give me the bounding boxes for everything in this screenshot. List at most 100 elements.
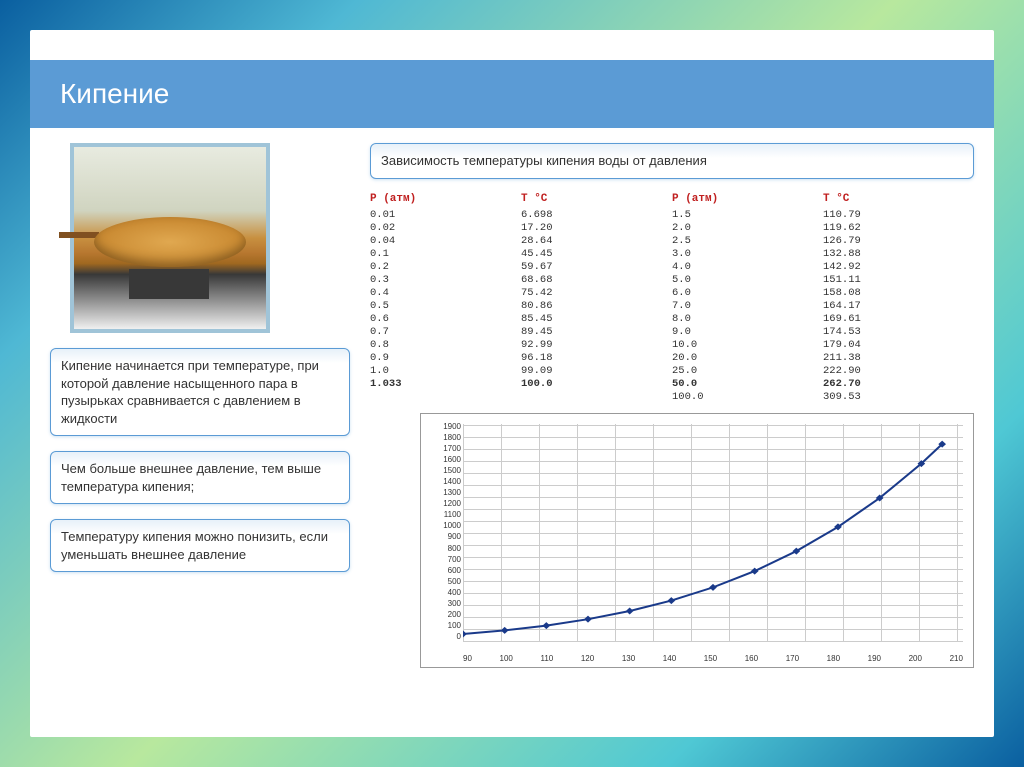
- y-tick: 1700: [423, 444, 461, 453]
- x-tick: 170: [786, 654, 799, 663]
- table-cell: 7.0: [672, 300, 823, 312]
- col-header: Р (атм): [672, 193, 823, 205]
- table-cell: 142.92: [823, 261, 974, 273]
- y-tick: 1900: [423, 422, 461, 431]
- x-tick: 90: [463, 654, 472, 663]
- table-cell: 262.70: [823, 378, 974, 390]
- y-tick: 1200: [423, 499, 461, 508]
- x-tick: 130: [622, 654, 635, 663]
- x-axis: 90100110120130140150160170180190200210: [463, 654, 963, 663]
- table-cell: 169.61: [823, 313, 974, 325]
- table-cell: 45.45: [521, 248, 672, 260]
- y-tick: 200: [423, 610, 461, 619]
- table-cell: 0.3: [370, 274, 521, 286]
- y-tick: 1600: [423, 455, 461, 464]
- table-cell: 28.64: [521, 235, 672, 247]
- table-cell: 96.18: [521, 352, 672, 364]
- table-cell: 0.02: [370, 222, 521, 234]
- table-cell: 50.0: [672, 378, 823, 390]
- y-tick: 300: [423, 599, 461, 608]
- table-cell: 0.4: [370, 287, 521, 299]
- table-cell: 68.68: [521, 274, 672, 286]
- slide-card: Кипение Кипение начинается при температу…: [30, 30, 994, 737]
- table-cell: 126.79: [823, 235, 974, 247]
- x-tick: 140: [663, 654, 676, 663]
- table-cell: 6.0: [672, 287, 823, 299]
- col-header: Т °С: [823, 193, 974, 205]
- content-grid: Кипение начинается при температуре, при …: [30, 128, 994, 683]
- table-cell: 0.01: [370, 209, 521, 221]
- y-tick: 400: [423, 588, 461, 597]
- table-cell: 80.86: [521, 300, 672, 312]
- slide-title: Кипение: [30, 60, 994, 128]
- table-cell: 164.17: [823, 300, 974, 312]
- x-tick: 100: [500, 654, 513, 663]
- pan-handle-icon: [59, 232, 99, 238]
- table-cell: 100.0: [672, 391, 823, 403]
- y-tick: 1500: [423, 466, 461, 475]
- table-cell: 174.53: [823, 326, 974, 338]
- table-cell: [521, 391, 672, 403]
- col-header: Т °С: [521, 193, 672, 205]
- y-tick: 800: [423, 544, 461, 553]
- y-tick: 100: [423, 621, 461, 630]
- table-cell: 5.0: [672, 274, 823, 286]
- info-box-2: Чем больше внешнее давление, тем выше те…: [50, 451, 350, 504]
- info-box-3: Температуру кипения можно понизить, если…: [50, 519, 350, 572]
- x-tick: 110: [540, 654, 553, 663]
- left-column: Кипение начинается при температуре, при …: [50, 143, 350, 668]
- table-cell: 0.9: [370, 352, 521, 364]
- y-tick: 1100: [423, 510, 461, 519]
- table-cell: 0.7: [370, 326, 521, 338]
- table-cell: 9.0: [672, 326, 823, 338]
- x-tick: 160: [745, 654, 758, 663]
- y-tick: 500: [423, 577, 461, 586]
- table-cell: 89.45: [521, 326, 672, 338]
- y-tick: 700: [423, 555, 461, 564]
- table-cell: 1.5: [672, 209, 823, 221]
- y-tick: 0: [423, 632, 461, 641]
- table-cell: 99.09: [521, 365, 672, 377]
- table-cell: 75.42: [521, 287, 672, 299]
- table-cell: 2.5: [672, 235, 823, 247]
- table-cell: 158.08: [823, 287, 974, 299]
- info-box-1: Кипение начинается при температуре, при …: [50, 348, 350, 436]
- pressure-table: Р (атм) Т °С Р (атм) Т °С 0.016.6981.511…: [370, 189, 974, 403]
- table-cell: 0.8: [370, 339, 521, 351]
- table-cell: 20.0: [672, 352, 823, 364]
- table-cell: 211.38: [823, 352, 974, 364]
- table-cell: 222.90: [823, 365, 974, 377]
- x-tick: 190: [868, 654, 881, 663]
- table-cell: 17.20: [521, 222, 672, 234]
- table-cell: 4.0: [672, 261, 823, 273]
- table-cell: 151.11: [823, 274, 974, 286]
- table-cell: 8.0: [672, 313, 823, 325]
- table-cell: 132.88: [823, 248, 974, 260]
- table-cell: 1.0: [370, 365, 521, 377]
- pressure-chart: 1900180017001600150014001300120011001000…: [420, 413, 974, 668]
- y-axis: 1900180017001600150014001300120011001000…: [423, 422, 461, 642]
- table-cell: 119.62: [823, 222, 974, 234]
- table-body: 0.016.6981.5110.790.0217.202.0119.620.04…: [370, 209, 974, 403]
- table-cell: 85.45: [521, 313, 672, 325]
- table-cell: 2.0: [672, 222, 823, 234]
- table-cell: 0.6: [370, 313, 521, 325]
- x-tick: 150: [704, 654, 717, 663]
- table-cell: 100.0: [521, 378, 672, 390]
- y-tick: 900: [423, 532, 461, 541]
- table-header-row: Р (атм) Т °С Р (атм) Т °С: [370, 189, 974, 209]
- table-cell: 309.53: [823, 391, 974, 403]
- caption-box: Зависимость температуры кипения воды от …: [370, 143, 974, 179]
- pan-icon: [94, 217, 246, 267]
- y-tick: 1800: [423, 433, 461, 442]
- table-cell: 110.79: [823, 209, 974, 221]
- table-cell: 92.99: [521, 339, 672, 351]
- right-column: Зависимость температуры кипения воды от …: [370, 143, 974, 668]
- table-cell: 179.04: [823, 339, 974, 351]
- table-cell: 0.2: [370, 261, 521, 273]
- table-cell: 1.033: [370, 378, 521, 390]
- burner-icon: [129, 269, 209, 299]
- col-header: Р (атм): [370, 193, 521, 205]
- table-cell: 0.04: [370, 235, 521, 247]
- y-tick: 1000: [423, 521, 461, 530]
